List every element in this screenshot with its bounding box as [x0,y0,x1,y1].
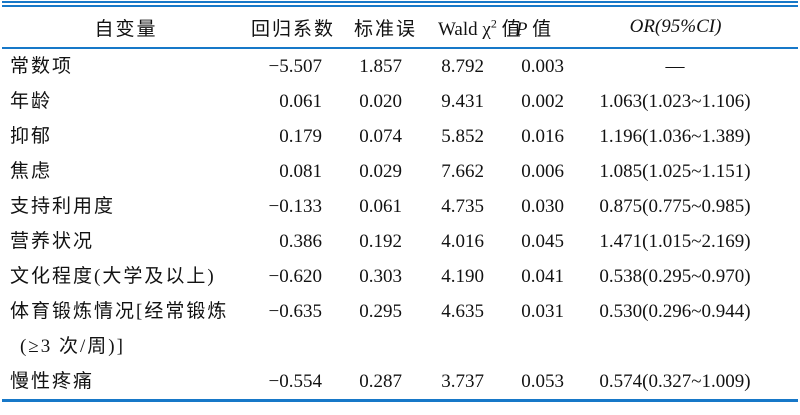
cell-variable: 年龄 [10,91,53,112]
cell-se: 0.029 [359,161,402,182]
table-row-nutrition: 营养状况 0.386 0.192 4.016 0.045 1.471(1.015… [2,224,798,259]
cell-variable: 文化程度(大学及以上) [10,266,216,287]
cell-coef: 0.061 [279,91,322,112]
table-header: 自变量 回归系数 标准误 Wald χ2 值 P 值 OR(95%CI) [2,7,798,49]
wald-superscript: 2 [490,16,497,31]
regression-table-container: 自变量 回归系数 标准误 Wald χ2 值 P 值 OR(95%CI) 常数项… [2,0,798,402]
cell-or: 0.530(0.296~0.944) [599,301,751,322]
cell-se: 0.061 [359,196,402,217]
table-row-anxiety: 焦虑 0.081 0.029 7.662 0.006 1.085(1.025~1… [2,154,798,189]
cell-coef: −0.620 [268,266,322,287]
header-standard-error: 标准误 [330,7,415,49]
cell-p: 0.041 [521,266,564,287]
cell-or: 1.471(1.015~2.169) [599,231,751,252]
header-wald-chi-square: Wald χ2 值 [410,7,521,49]
cell-p: 0.030 [521,196,564,217]
cell-coef: −0.554 [268,371,322,392]
cell-variable: 常数项 [10,56,74,77]
cell-wald: 4.190 [441,266,484,287]
cell-wald: 4.635 [441,301,484,322]
cell-wald: 4.735 [441,196,484,217]
cell-p: 0.031 [521,301,564,322]
cell-wald: 5.852 [441,126,484,147]
cell-or: 1.063(1.023~1.106) [599,91,751,112]
header-regression-coefficient: 回归系数 [250,7,333,49]
cell-se: 0.303 [359,266,402,287]
cell-variable: 营养状况 [10,231,95,252]
cell-wald: 8.792 [441,56,484,77]
table-row-depression: 抑郁 0.179 0.074 5.852 0.016 1.196(1.036~1… [2,119,798,154]
table-row-education: 文化程度(大学及以上) −0.620 0.303 4.190 0.041 0.5… [2,259,798,294]
p-symbol: P [515,18,528,40]
cell-or: 1.196(1.036~1.389) [599,126,751,147]
cell-or: 0.574(0.327~1.009) [599,371,751,392]
table-top-rule [2,1,798,7]
cell-variable: 焦虑 [10,161,53,182]
p-suffix: 值 [527,18,552,40]
cell-p: 0.002 [521,91,564,112]
header-or-95ci: OR(95%CI) [572,7,798,49]
header-variable: 自变量 [2,7,250,49]
table-row-constant: 常数项 −5.507 1.857 8.792 0.003 — [2,48,798,84]
logistic-regression-table: 自变量 回归系数 标准误 Wald χ2 值 P 值 OR(95%CI) 常数项… [2,7,798,399]
cell-p: 0.053 [521,371,564,392]
cell-wald: 9.431 [441,91,484,112]
cell-or: — [665,56,685,77]
table-row-age: 年龄 0.061 0.020 9.431 0.002 1.063(1.023~1… [2,84,798,119]
cell-wald: 4.016 [441,231,484,252]
wald-prefix: Wald χ [438,18,491,40]
cell-coef: −0.133 [268,196,322,217]
table-row-chronic-pain: 慢性疼痛 −0.554 0.287 3.737 0.053 0.574(0.32… [2,364,798,399]
cell-or: 1.085(1.025~1.151) [599,161,751,182]
table-row-support-utilization: 支持利用度 −0.133 0.061 4.735 0.030 0.875(0.7… [2,189,798,224]
cell-se: 1.857 [359,56,402,77]
cell-se: 0.192 [359,231,402,252]
cell-variable: 体育锻炼情况[经常锻炼 (≥3 次/周)] [2,294,250,364]
cell-wald: 3.737 [441,371,484,392]
cell-or: 0.538(0.295~0.970) [599,266,751,287]
cell-variable: 抑郁 [10,126,53,147]
cell-se: 0.287 [359,371,402,392]
cell-se: 0.020 [359,91,402,112]
cell-p: 0.003 [521,56,564,77]
cell-se: 0.295 [359,301,402,322]
cell-coef: −5.507 [268,56,322,77]
table-body: 常数项 −5.507 1.857 8.792 0.003 — 年龄 0.061 … [2,48,798,399]
cell-se: 0.074 [359,126,402,147]
cell-p: 0.045 [521,231,564,252]
cell-coef: 0.081 [279,161,322,182]
table-bottom-rule [2,399,798,402]
variable-line2: (≥3 次/周)] [20,336,125,357]
header-row: 自变量 回归系数 标准误 Wald χ2 值 P 值 OR(95%CI) [2,7,798,49]
variable-line1: 体育锻炼情况[经常锻炼 [10,301,229,322]
header-p-value: P 值 [492,7,572,49]
cell-or: 0.875(0.775~0.985) [599,196,751,217]
cell-coef: 0.179 [279,126,322,147]
cell-p: 0.016 [521,126,564,147]
cell-variable: 慢性疼痛 [10,371,95,392]
cell-coef: 0.386 [279,231,322,252]
cell-variable: 支持利用度 [10,196,116,217]
cell-coef: −0.635 [268,301,322,322]
cell-p: 0.006 [521,161,564,182]
table-row-physical-exercise: 体育锻炼情况[经常锻炼 (≥3 次/周)] −0.635 0.295 4.635 … [2,294,798,364]
cell-wald: 7.662 [441,161,484,182]
